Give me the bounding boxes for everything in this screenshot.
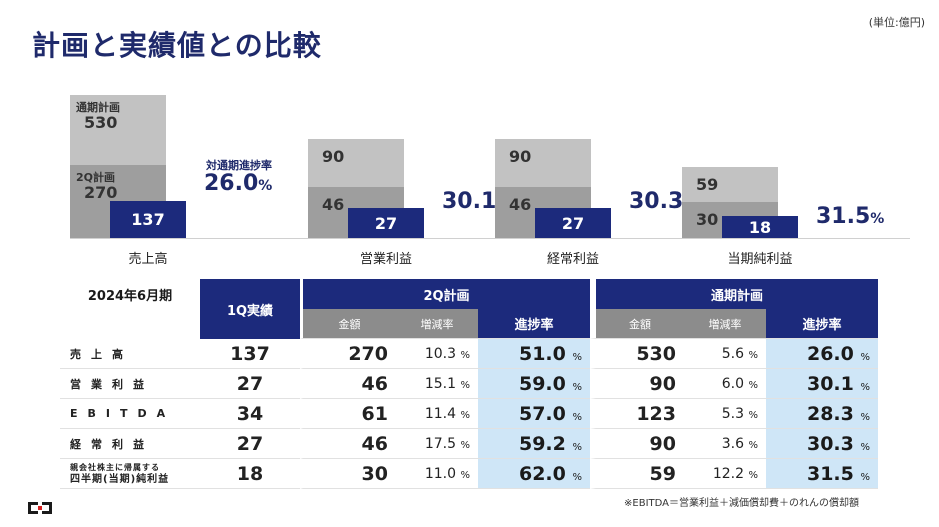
fy-progress: 31.5 % [766,459,878,489]
fy-change: 3.6 % [684,429,766,459]
q2-plan-value: 270 [84,183,118,203]
q2-progress: 57.0 % [478,399,590,429]
progress-rate-label: 26.0% [204,171,273,197]
actual-bar: 27 [348,208,424,238]
actual-value: 27 [200,369,300,399]
header-fy-progress: 進捗率 [766,309,878,339]
table-row: 親会社株主に帰属する 四半期(当期)純利益 18 30 11.0 % 62.0 % 59 12… [60,459,878,489]
progress-caption: 対通期進捗率 [206,159,272,173]
header-q2-change: 増減率 [396,309,478,339]
fy-change: 5.3 % [684,399,766,429]
q2-plan-caption: 2Q計画 [76,171,116,185]
fy-amount: 59 [590,459,684,489]
footnote: ※EBITDA＝営業利益＋減価償却費＋のれんの償却額 [624,498,859,509]
category-label: 当期純利益 [727,252,793,267]
annual-plan-value: 90 [322,147,345,166]
q2-change: 15.1 % [396,369,478,399]
table-row: 経常利益 27 46 17.5 % 59.2 % 90 3.6 % 30.3 % [60,429,878,459]
annual-plan-value: 90 [509,147,532,166]
fy-progress: 30.1 % [766,369,878,399]
actual-value: 137 [200,339,300,369]
q2-progress: 51.0 % [478,339,590,369]
category-label: 経常利益 [546,252,599,267]
actual-value-label: 27 [374,213,398,233]
q2-progress: 62.0 % [478,459,590,489]
row-label: 営業利益 [60,369,200,399]
progress-rate-label: 31.5% [816,204,885,229]
fy-change: 6.0 % [684,369,766,399]
q2-plan-value: 30 [696,210,719,229]
table-row: EBITDA 34 61 11.4 % 57.0 % 123 5.3 % 28.3 % [60,399,878,429]
fy-progress: 28.3 % [766,399,878,429]
fy-amount: 90 [590,429,684,459]
annual-plan-value: 530 [84,112,118,132]
q2-amount: 61 [300,399,396,429]
q2-progress: 59.2 % [478,429,590,459]
period-label: 2024年6月期 [87,288,173,304]
annual-plan-value: 59 [696,175,719,195]
header-fy-change: 増減率 [684,309,766,339]
q2-amount: 46 [300,429,396,459]
header-q2-progress: 進捗率 [478,309,590,339]
unit-label: (単位:億円) [868,16,925,29]
q2-amount: 270 [300,339,396,369]
actual-value: 34 [200,399,300,429]
actual-bar: 27 [535,208,611,238]
actual-value-label: 18 [748,217,772,237]
q2-change: 11.0 % [396,459,478,489]
category-label: 売上高 [128,252,168,267]
q2-amount: 30 [300,459,396,489]
actual-bar: 137 [110,201,186,238]
fy-change: 5.6 % [684,339,766,369]
comparison-chart: 137 通期計画 2Q計画 対通期進捗率 530 270 26.0% 売上高 27 90 46 30.… [60,60,920,275]
annual-plan-bar [682,167,778,202]
header-actual: 1Q実績 [200,279,300,339]
q2-progress: 59.0 % [478,369,590,399]
annual-plan-bar [308,139,404,188]
q2-change: 11.4 % [396,399,478,429]
header-fy-plan: 通期計画 [590,279,878,309]
q2-amount: 46 [300,369,396,399]
q2-change: 17.5 % [396,429,478,459]
q2-plan-value: 46 [322,195,345,215]
actual-value-label: 137 [131,209,165,229]
fy-progress: 30.3 % [766,429,878,459]
annual-plan-bar [495,139,591,188]
row-label: 親会社株主に帰属する 四半期(当期)純利益 [60,459,200,489]
chart-baseline [70,238,910,239]
actual-value: 18 [200,459,300,489]
q2-plan-value: 46 [509,195,532,215]
row-label: 経常利益 [60,429,200,459]
annual-plan-bar [70,94,166,166]
row-label: 売上高 [60,339,200,369]
table-row: 売上高 137 270 10.3 % 51.0 % 530 5.6 % 26.0 % [60,339,878,369]
category-label: 営業利益 [359,252,412,267]
actual-value: 27 [200,429,300,459]
row-label: EBITDA [60,399,200,429]
table-row: 営業利益 27 46 15.1 % 59.0 % 90 6.0 % 30.1 % [60,369,878,399]
header-q2-plan: 2Q計画 [300,279,590,309]
header-fy-amount: 金額 [590,309,684,339]
annual-plan-caption: 通期計画 [76,100,120,114]
fy-amount: 530 [590,339,684,369]
header-q2-amount: 金額 [300,309,396,339]
q2-change: 10.3 % [396,339,478,369]
page-title: 計画と実績値との比較 [32,29,322,62]
fy-change: 12.2 % [684,459,766,489]
company-logo [28,502,52,514]
actual-bar: 18 [722,216,798,238]
comparison-table: 2024年6月期 1Q実績 2Q計画 通期計画 金額 増減率 進捗率 金額 増減… [60,279,878,489]
fy-amount: 123 [590,399,684,429]
fy-progress: 26.0 % [766,339,878,369]
actual-value-label: 27 [561,213,585,233]
fy-amount: 90 [590,369,684,399]
